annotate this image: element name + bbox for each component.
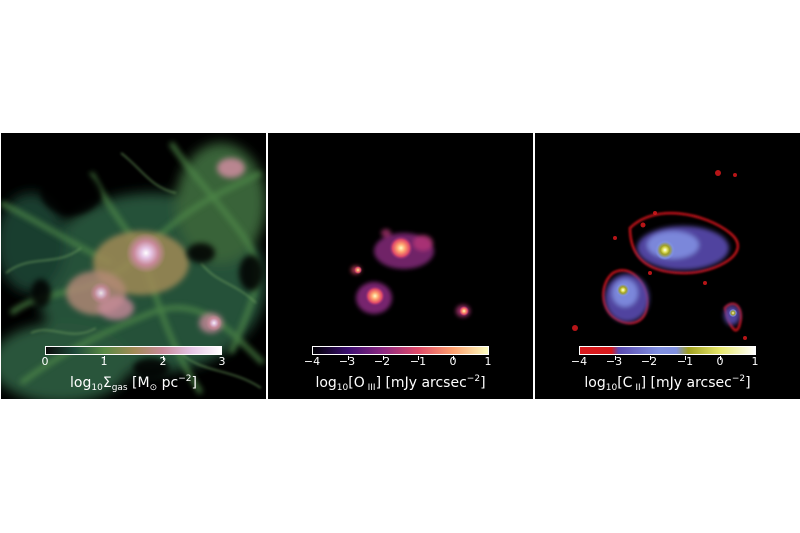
cii-colorbar [579,346,756,360]
colorbar-tick [104,356,105,360]
cii-panel: −4 −3 −2 −1 0 1 log10[C II] [mJy arcsec−… [535,133,800,399]
oiii-emission-map [351,229,470,317]
colorbar-tick [163,356,164,360]
oiii-colorbar [312,346,489,360]
colorbar-tick [348,356,349,360]
colorbar-tick-label: −4 [570,355,588,368]
colorbar-tick-label: −2 [373,355,391,368]
colorbar-tick-label: −1 [409,355,427,368]
colorbar-tick [685,356,686,360]
colorbar-tick [453,356,454,360]
colorbar-tick [418,356,419,360]
colorbar-tick-label: 2 [159,355,167,368]
cii-emission-map [572,170,747,340]
colorbar-tick-label: 1 [484,355,492,368]
colorbar-tick [383,356,384,360]
colorbar-tick-label: 0 [449,355,457,368]
colorbar-tick-label: −3 [338,355,356,368]
colorbar-tick-label: 1 [751,355,759,368]
gas-colorbar [45,346,222,360]
colorbar-tick-label: 1 [100,355,108,368]
colorbar-tick-label: −2 [640,355,658,368]
gas-colorbar-label: log10Σgas [M⊙ pc−2] [70,374,197,393]
oiii-panel: −4 −3 −2 −1 0 1 log10[O III] [mJy arcsec… [268,133,533,399]
colorbar-tick-label: −3 [605,355,623,368]
colorbar-tick [615,356,616,360]
colorbar-tick-label: 0 [41,355,49,368]
gas-density-map [1,141,266,399]
colorbar-tick-label: 3 [218,355,226,368]
colorbar-tick-label: 0 [716,355,724,368]
colorbar-tick-label: −1 [676,355,694,368]
colorbar-tick [650,356,651,360]
cii-colorbar-label: log10[C II] [mJy arcsec−2] [584,374,751,393]
gas-density-panel: 0 1 2 3 log10Σgas [M⊙ pc−2] [1,133,266,399]
colorbar-tick-label: −4 [303,355,321,368]
colorbar-tick [720,356,721,360]
oiii-colorbar-label: log10[O III] [mJy arcsec−2] [315,374,486,393]
